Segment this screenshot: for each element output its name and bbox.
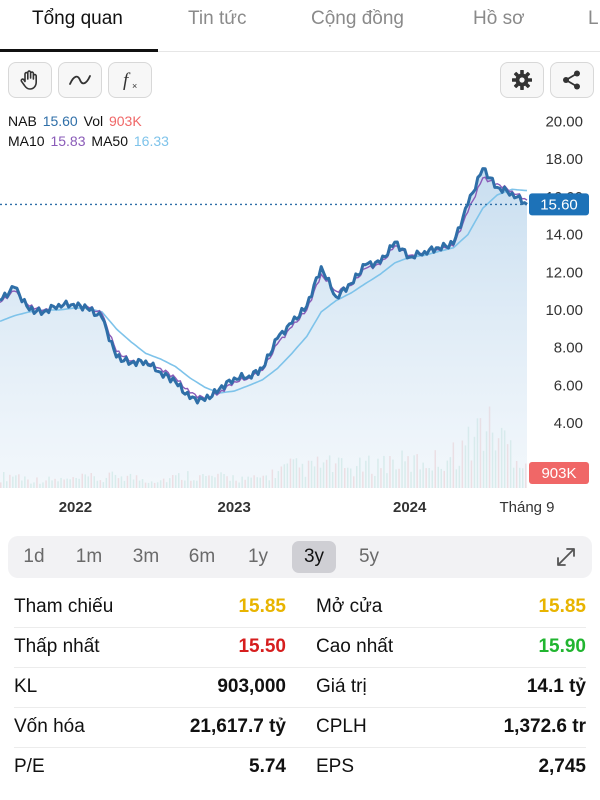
period-3y[interactable]: 3y	[292, 541, 336, 573]
expand-icon[interactable]	[554, 545, 578, 569]
stat-value-open: 15.85	[538, 596, 586, 617]
period-6m[interactable]: 6m	[188, 546, 216, 567]
volume-badge: 903K	[529, 462, 589, 484]
svg-text:×: ×	[132, 81, 137, 91]
legend-symbol: NAB	[8, 113, 37, 129]
svg-text:15.60: 15.60	[540, 196, 578, 213]
stat-row: KL 903,000 Giá trị 14.1 tỷ	[14, 668, 586, 708]
stat-label-pe: P/E	[14, 756, 45, 777]
period-1m[interactable]: 1m	[75, 546, 103, 567]
x-tick-label: 2022	[59, 499, 92, 516]
stat-value-market-cap: 21,617.7 tỷ	[189, 716, 286, 737]
y-tick-label: 14.00	[545, 227, 583, 244]
y-tick-label: 12.00	[545, 264, 583, 281]
y-tick-label: 20.00	[545, 113, 583, 130]
stat-value-outstanding-shares: 1,372.6 tr	[503, 716, 586, 737]
stat-row: P/E 5.74 EPS 2,745	[14, 748, 586, 788]
period-5y[interactable]: 5y	[358, 546, 380, 567]
y-tick-label: 4.00	[554, 415, 583, 432]
svg-text:f: f	[123, 70, 131, 91]
stat-value-reference: 15.85	[238, 596, 286, 617]
legend-vol-value: 903K	[108, 113, 142, 129]
tab-profile[interactable]: Hồ sơ	[473, 8, 525, 29]
stat-row: Thấp nhất 15.50 Cao nhất 15.90	[14, 628, 586, 668]
legend-row-ma: MA10 15.83 MA50 16.33	[8, 133, 171, 149]
stat-row: Vốn hóa 21,617.7 tỷ CPLH 1,372.6 tr	[14, 708, 586, 748]
x-tick-label: 2024	[393, 499, 427, 516]
tab-more[interactable]: L	[588, 8, 599, 29]
stat-label-outstanding-shares: CPLH	[316, 716, 367, 737]
current-price-badge: 15.60	[529, 193, 589, 216]
stat-label-open: Mở cửa	[316, 596, 383, 617]
tab-community[interactable]: Cộng đồng	[311, 8, 404, 29]
tab-news[interactable]: Tin tức	[188, 8, 247, 29]
svg-text:903K: 903K	[541, 465, 576, 482]
stat-row: Tham chiếu 15.85 Mở cửa 15.85	[14, 588, 586, 628]
stat-label-market-cap: Vốn hóa	[14, 716, 85, 737]
price-chart[interactable]: 20.0018.0016.0014.0012.0010.008.006.004.…	[0, 100, 600, 520]
chart-settings-button[interactable]	[500, 62, 544, 98]
gear-icon	[512, 70, 532, 90]
stat-value-low: 15.50	[238, 636, 286, 657]
legend-ma10-label: MA10	[8, 133, 45, 149]
hand-tool-button[interactable]	[8, 62, 52, 98]
line-style-button[interactable]	[58, 62, 102, 98]
stat-label-high: Cao nhất	[316, 636, 394, 657]
stat-value-high: 15.90	[538, 636, 586, 657]
stat-value-pe: 5.74	[249, 756, 286, 777]
period-1d[interactable]: 1d	[23, 546, 45, 567]
tab-overview[interactable]: Tổng quan	[32, 8, 123, 29]
x-tick-label: 2023	[218, 499, 251, 516]
legend-vol-label: Vol	[83, 113, 104, 129]
period-selector: 1d 1m 3m 6m 1y 3y 5y	[8, 536, 592, 578]
y-tick-label: 10.00	[545, 302, 583, 319]
period-3m[interactable]: 3m	[132, 546, 160, 567]
legend-row-price: NAB 15.60 Vol 903K	[8, 113, 144, 129]
indicator-button[interactable]: f ×	[108, 62, 152, 98]
line-style-icon	[69, 75, 91, 85]
y-tick-label: 8.00	[554, 340, 583, 357]
top-tab-bar: Tổng quan Tin tức Cộng đồng Hồ sơ L	[0, 0, 600, 52]
stat-label-volume: KL	[14, 676, 38, 697]
y-axis-ticks: 20.0018.0016.0014.0012.0010.008.006.004.…	[545, 113, 583, 432]
legend-ma50-value: 16.33	[133, 133, 169, 149]
x-tick-label: Tháng 9	[499, 499, 554, 516]
share-button[interactable]	[550, 62, 594, 98]
stat-value-eps: 2,745	[538, 756, 586, 777]
stat-label-value: Giá trị	[316, 676, 367, 697]
x-axis-ticks: 2022 2023 2024 Tháng 9	[59, 499, 555, 516]
y-tick-label: 18.00	[545, 151, 583, 168]
stat-value-value: 14.1 tỷ	[526, 676, 586, 697]
price-line	[0, 167, 528, 405]
legend-price: 15.60	[42, 113, 78, 129]
period-1y[interactable]: 1y	[247, 546, 269, 567]
stat-label-low: Thấp nhất	[14, 636, 100, 657]
legend-ma10-value: 15.83	[50, 133, 86, 149]
price-area-fill	[0, 168, 527, 488]
legend-ma50-label: MA50	[91, 133, 128, 149]
stat-value-volume: 903,000	[217, 676, 286, 697]
stat-label-eps: EPS	[316, 756, 355, 777]
share-icon	[563, 70, 580, 90]
stat-label-reference: Tham chiếu	[14, 596, 114, 617]
active-tab-indicator	[0, 49, 158, 52]
function-icon: f ×	[123, 70, 137, 91]
hand-icon	[20, 70, 37, 90]
y-tick-label: 6.00	[554, 377, 583, 394]
